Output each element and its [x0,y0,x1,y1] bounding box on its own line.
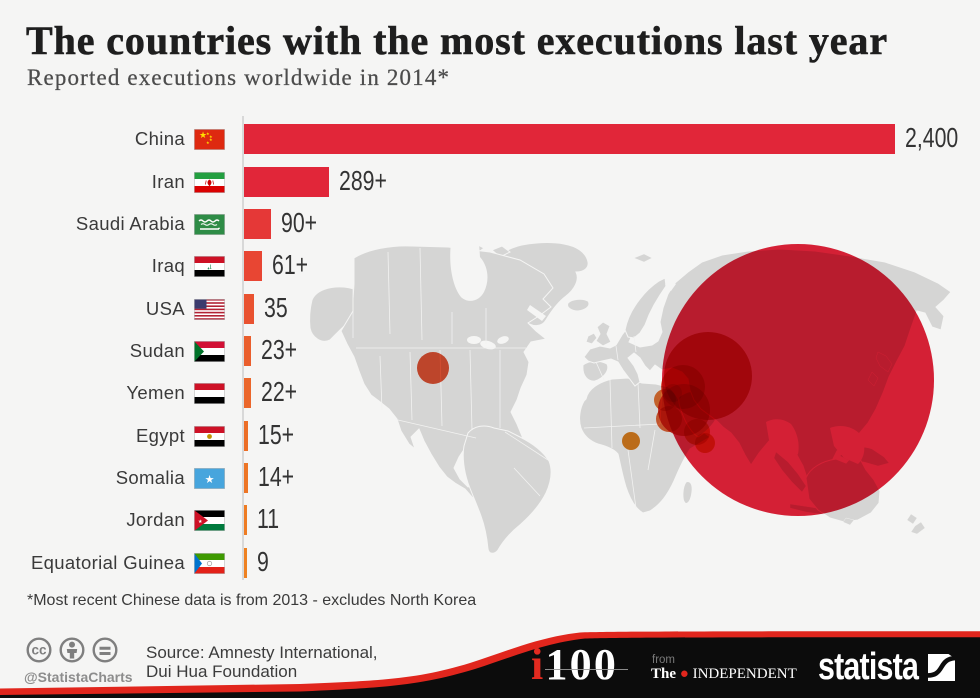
svg-text:★: ★ [199,130,207,140]
svg-text:★: ★ [206,131,210,136]
svg-text:★: ★ [198,519,203,525]
svg-text:★: ★ [209,137,213,142]
svg-text:★: ★ [206,140,210,145]
svg-text:★: ★ [205,474,215,486]
svg-text:★: ★ [209,134,213,139]
svg-text:cc: cc [31,643,47,658]
svg-text:ﺎﻴ: ﺎﻴ [207,264,212,271]
